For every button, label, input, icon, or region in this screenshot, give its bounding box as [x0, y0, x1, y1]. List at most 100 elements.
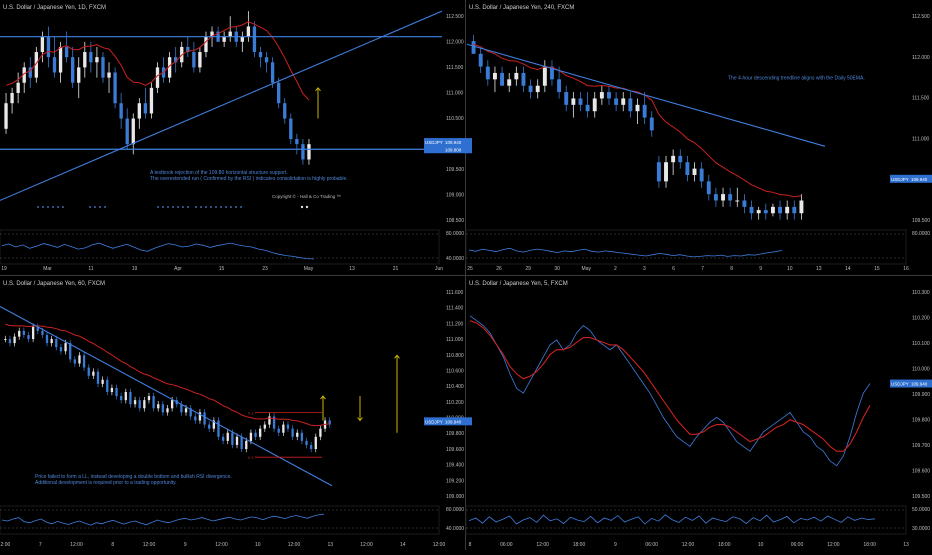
x-tick-label: 30 — [554, 266, 560, 272]
level-label-box — [424, 145, 472, 154]
y-tick-label: 111.400 — [446, 306, 464, 312]
candle-body — [13, 336, 16, 344]
x-tick-label: 19 — [132, 266, 138, 272]
candle-body — [628, 98, 633, 112]
y-tick-label: 112.500 — [912, 14, 930, 20]
arrow-head — [394, 354, 400, 359]
x-tick-label: 13 — [349, 266, 355, 272]
y-tick-label: 110.200 — [446, 400, 464, 406]
candle-body — [124, 392, 127, 401]
marker-dot — [89, 206, 91, 208]
candle-body — [101, 379, 104, 384]
candle-body — [198, 412, 202, 421]
rsi-tick-label: 40.0000 — [446, 526, 464, 532]
candle-body — [87, 367, 90, 376]
marker-dot — [157, 206, 159, 208]
price-label-value: 109.940 — [911, 177, 928, 182]
candle-body — [268, 416, 271, 425]
x-tick-label: 06:00 — [791, 542, 804, 548]
candle-body — [210, 31, 214, 37]
candle-body — [129, 392, 132, 405]
candle-body — [203, 412, 206, 425]
candle-body — [147, 396, 151, 401]
candle-body — [71, 57, 75, 83]
marker-dot — [182, 206, 184, 208]
marker-dot — [230, 206, 232, 208]
x-tick-label: 3 — [643, 266, 646, 272]
candle-body — [528, 85, 533, 93]
x-tick-label: 10 — [758, 542, 764, 548]
chart-title: U.S. Dollar / Japanese Yen, 240, FXCM — [469, 5, 574, 11]
candle-body — [133, 400, 137, 405]
y-tick-label: 109.500 — [912, 218, 930, 224]
y-tick-label: 109.400 — [446, 463, 464, 469]
x-tick-label: Apr — [174, 266, 182, 272]
candle-body — [16, 82, 20, 93]
candle-body — [328, 420, 331, 425]
x-tick-label: 12:00 — [360, 542, 373, 548]
candle-body — [291, 428, 294, 437]
candle-body — [204, 36, 208, 53]
candle-body — [149, 87, 154, 114]
ema-line — [469, 320, 871, 452]
candle-body — [217, 420, 220, 437]
candle-body — [246, 26, 251, 37]
x-tick-label: 9 — [184, 542, 187, 548]
marker-dot — [195, 206, 197, 208]
chart-title: U.S. Dollar / Japanese Yen, 5, FXCM — [469, 281, 568, 287]
x-tick-label: 06:00 — [645, 542, 658, 548]
candle-body — [55, 339, 58, 348]
candle-body — [82, 355, 86, 368]
marker-dot — [104, 206, 106, 208]
y-tick-label: 112.000 — [446, 40, 464, 46]
x-tick-label: 15 — [874, 266, 880, 272]
marker-dot — [62, 206, 64, 208]
rsi-line — [1, 513, 325, 526]
candle-body — [170, 400, 174, 409]
candle-body — [514, 72, 519, 80]
candle-body — [692, 168, 697, 175]
x-tick-label: 26 — [496, 266, 502, 272]
y-tick-label: 111.500 — [446, 65, 464, 71]
candle-body — [685, 162, 690, 175]
y-tick-label: 110.600 — [446, 368, 464, 374]
candle-body — [106, 379, 109, 392]
candle-body — [95, 57, 99, 63]
candle-body — [254, 432, 257, 437]
candle-body — [78, 355, 81, 364]
candle-body — [107, 72, 111, 78]
candle-body — [270, 62, 275, 83]
x-tick-label: 9 — [759, 266, 762, 272]
candle-body — [785, 206, 790, 214]
y-tick-label: 110.300 — [912, 290, 930, 296]
ema-line — [5, 323, 330, 427]
candle-body — [155, 67, 160, 88]
level-label: 0.1 — [248, 410, 254, 415]
candle-body — [249, 432, 253, 441]
y-tick-label: 109.700 — [912, 443, 930, 449]
marker-dot — [305, 205, 309, 209]
panel-1: U.S. Dollar / Japanese Yen, 1D, FXCM 112.… — [0, 5, 472, 272]
y-tick-label: 109.000 — [446, 494, 464, 500]
candle-body — [671, 155, 676, 163]
candle-body — [564, 92, 569, 105]
marker-dot — [177, 206, 179, 208]
marker-dot — [57, 206, 59, 208]
candle-body — [550, 66, 554, 80]
price-label-value: 109.940 — [445, 419, 462, 424]
candle-body — [770, 206, 775, 214]
candle-body — [664, 162, 668, 182]
rsi-tick-label: 30.0000 — [912, 526, 930, 532]
candle-body — [706, 181, 711, 195]
marker-dot — [172, 206, 174, 208]
price-label-box — [424, 417, 472, 426]
candle-body — [245, 440, 248, 450]
x-tick-label: 7 — [701, 266, 704, 272]
candle-body — [137, 103, 141, 119]
marker-dot — [94, 206, 96, 208]
price-label-box — [424, 138, 472, 147]
candle-body — [319, 428, 322, 437]
copyright-text: Copyright © - Hall & Co Trading ™ — [272, 193, 341, 199]
